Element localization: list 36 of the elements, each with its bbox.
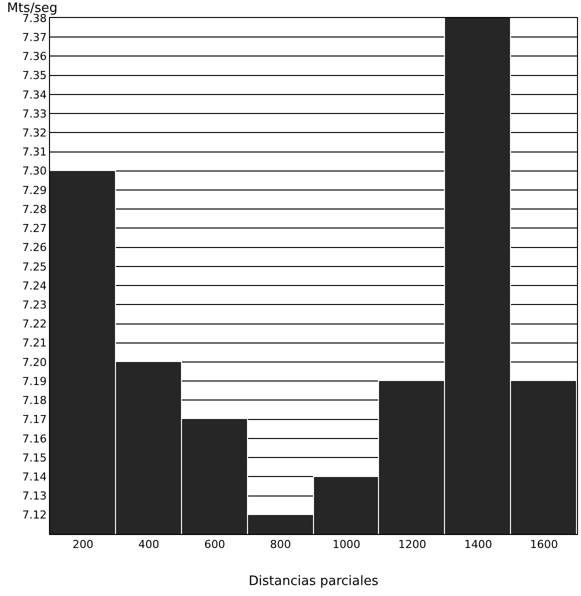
x-tick-label: 1600 xyxy=(530,538,558,552)
y-tick-label: 7.17 xyxy=(22,413,47,426)
y-tick-label: 7.21 xyxy=(22,336,47,350)
x-axis-title: Distancias parciales xyxy=(248,574,379,589)
x-tick-label: 600 xyxy=(204,538,226,552)
y-tick-label: 7.34 xyxy=(22,88,47,102)
y-tick-label: 7.20 xyxy=(22,356,47,369)
y-tick-label: 7.28 xyxy=(22,202,47,216)
y-tick-label: 7.15 xyxy=(22,451,47,464)
y-tick-label: 7.25 xyxy=(22,260,47,274)
y-tick-label: 7.33 xyxy=(22,107,47,120)
x-tick-label: 1200 xyxy=(398,538,426,552)
y-axis-title: Mts/seg xyxy=(7,1,58,16)
y-tick-label: 7.12 xyxy=(22,508,47,522)
y-tick-label: 7.30 xyxy=(22,164,47,178)
y-tick-label: 7.35 xyxy=(22,69,47,82)
y-tick-label: 7.29 xyxy=(22,184,47,197)
y-tick-label: 7.22 xyxy=(22,318,47,331)
y-tick-label: 7.27 xyxy=(22,222,47,236)
y-tick-label: 7.23 xyxy=(22,298,47,312)
y-tick-label: 7.26 xyxy=(22,241,47,254)
y-tick-label: 7.31 xyxy=(22,146,47,159)
y-tick-label: 7.24 xyxy=(22,279,47,292)
y-tick-label: 7.32 xyxy=(22,126,47,140)
x-tick-label: 400 xyxy=(138,538,160,552)
x-tick-label: 200 xyxy=(72,538,94,552)
y-tick-label: 7.16 xyxy=(22,432,47,446)
x-tick-label: 1400 xyxy=(464,538,492,552)
y-tick-label: 7.19 xyxy=(22,374,47,388)
y-tick-label: 7.36 xyxy=(22,50,47,64)
y-tick-label: 7.14 xyxy=(22,470,47,484)
y-tick-label: 7.18 xyxy=(22,394,47,408)
x-tick-label: 1000 xyxy=(332,538,360,552)
y-tick-label: 7.37 xyxy=(22,30,47,44)
x-tick-label: 800 xyxy=(270,538,292,552)
y-tick-label: 7.13 xyxy=(22,490,47,503)
